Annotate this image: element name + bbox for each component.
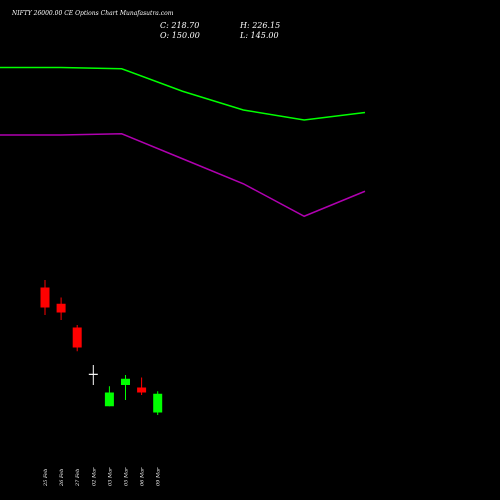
x-tick-label: 26 Feb [59,469,65,487]
low-label: L: 145.00 [239,31,279,40]
x-tick-label: 25 Feb [43,469,49,487]
candle-body [121,378,130,385]
candle-body [56,303,66,313]
candle-body [104,392,114,407]
candle-27-feb [72,325,82,352]
candle-06-mar [137,377,147,395]
x-tick-label: 09 Mar [156,467,162,486]
chart-title: NIFTY 26000.00 CE Options Chart Munafasu… [11,10,174,17]
indicator-line-1 [0,132,366,218]
candle-body [88,373,98,375]
indicator-lines [0,66,366,218]
high-label: H: 226.15 [239,21,280,30]
x-tick-label: 03 Mar [107,467,113,486]
candle-25-feb [40,280,50,315]
x-tick-label: 06 Mar [140,467,146,486]
x-tick-label: 05 Mar [124,467,130,486]
close-label: C: 218.70 [160,21,199,30]
x-axis-ticks: 25 Feb 26 Feb 27 Feb 02 Mar 03 Mar 05 Mar 06 M… [43,467,162,487]
x-tick-label: 02 Mar [91,467,97,486]
candle-05-mar [121,375,130,400]
candle-03-mar [104,386,114,407]
x-tick-label: 27 Feb [75,469,81,487]
open-label: O: 150.00 [160,31,200,40]
candle-body [72,327,82,348]
candle-body [153,393,163,413]
candles [40,280,163,415]
candle-02-mar [88,365,98,385]
candle-09-mar [153,391,163,415]
candle-26-feb [56,297,66,320]
indicator-line-0 [0,66,366,121]
candle-body [137,387,147,393]
candle-body [40,287,50,308]
